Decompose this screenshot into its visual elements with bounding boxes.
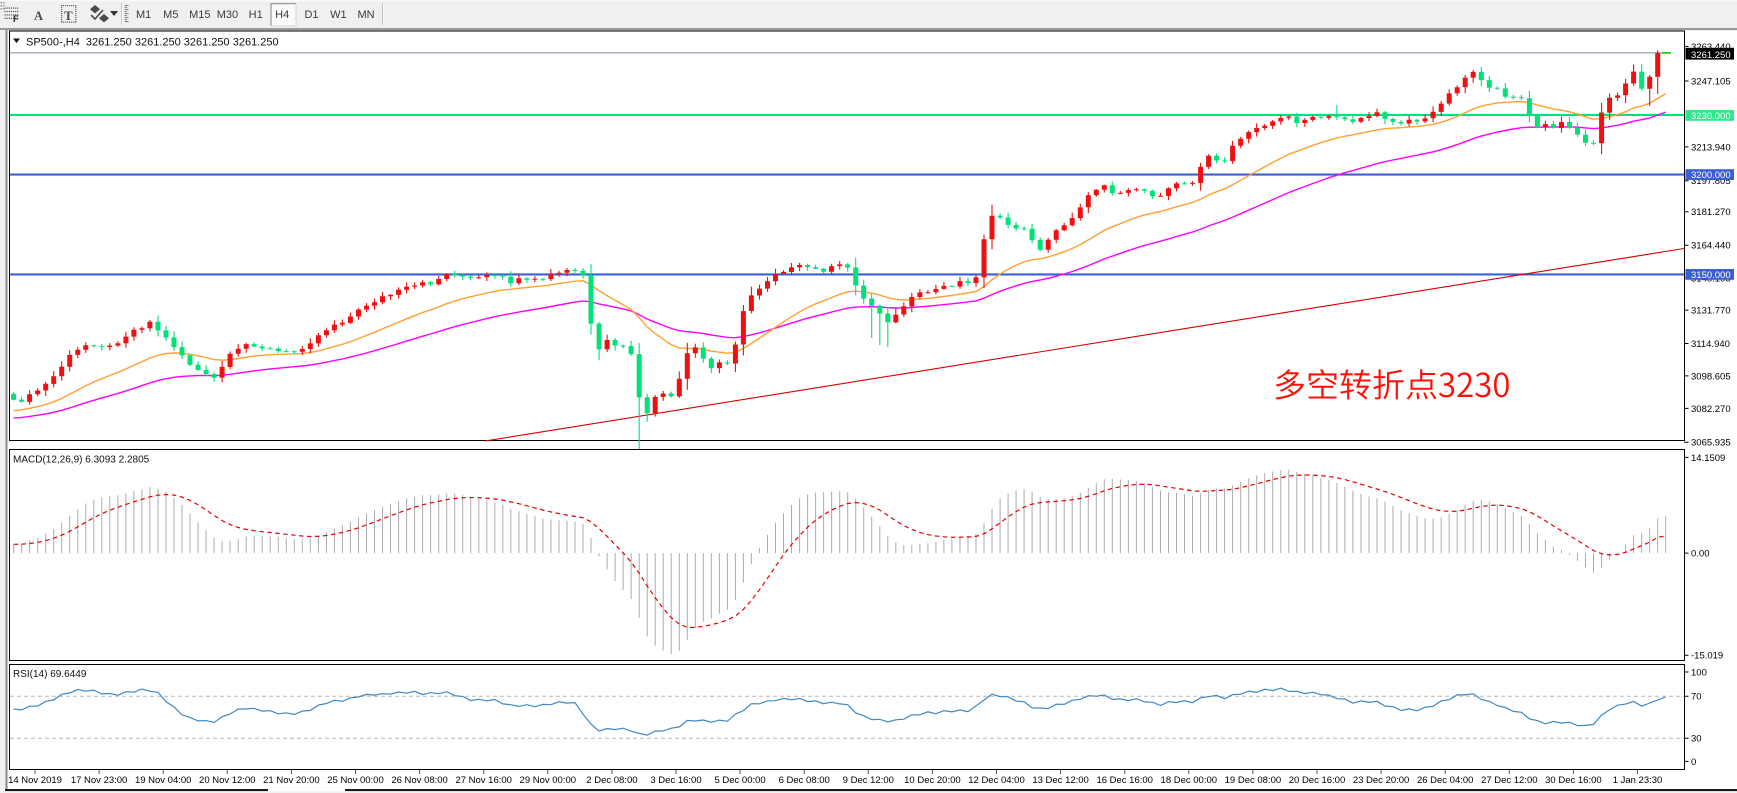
svg-text:3197.805: 3197.805 (1691, 176, 1731, 187)
svg-text:10 Dec 20:00: 10 Dec 20:00 (904, 775, 961, 786)
svg-text:14 Nov 2019: 14 Nov 2019 (8, 775, 62, 786)
svg-text:26 Nov 08:00: 26 Nov 08:00 (391, 775, 448, 786)
svg-text:23 Dec 20:00: 23 Dec 20:00 (1353, 775, 1410, 786)
svg-text:M1: M1 (136, 9, 151, 21)
svg-text:M30: M30 (217, 9, 238, 21)
svg-text:30 Dec 16:00: 30 Dec 16:00 (1545, 775, 1602, 786)
svg-text:17 Nov 23:00: 17 Nov 23:00 (71, 775, 128, 786)
svg-text:30: 30 (1691, 734, 1702, 745)
svg-text:-15.019: -15.019 (1691, 651, 1723, 662)
svg-text:A: A (34, 9, 43, 23)
svg-text:25 Nov 00:00: 25 Nov 00:00 (327, 775, 384, 786)
svg-text:27 Nov 16:00: 27 Nov 16:00 (455, 775, 512, 786)
svg-text:3247.105: 3247.105 (1691, 76, 1731, 87)
svg-text:3263.440: 3263.440 (1691, 42, 1731, 53)
svg-text:W1: W1 (330, 9, 347, 21)
svg-text:3230.000: 3230.000 (1691, 111, 1731, 122)
svg-text:MN: MN (357, 9, 374, 21)
svg-text:1 Jan 23:30: 1 Jan 23:30 (1613, 775, 1663, 786)
svg-text:3164.440: 3164.440 (1691, 241, 1731, 252)
svg-text:3150.000: 3150.000 (1691, 270, 1731, 281)
svg-text:5 Dec 00:00: 5 Dec 00:00 (714, 775, 765, 786)
svg-text:2 Dec 08:00: 2 Dec 08:00 (586, 775, 637, 786)
svg-text:T: T (64, 8, 73, 23)
svg-text:26 Dec 04:00: 26 Dec 04:00 (1417, 775, 1474, 786)
svg-text:20 Dec 16:00: 20 Dec 16:00 (1289, 775, 1346, 786)
svg-text:12 Dec 04:00: 12 Dec 04:00 (968, 775, 1025, 786)
svg-text:H1: H1 (249, 9, 263, 21)
svg-text:20 Nov 12:00: 20 Nov 12:00 (199, 775, 256, 786)
svg-text:27 Dec 12:00: 27 Dec 12:00 (1481, 775, 1538, 786)
svg-text:MACD(12,26,9) 6.3093 2.2805: MACD(12,26,9) 6.3093 2.2805 (13, 455, 150, 466)
svg-text:3082.270: 3082.270 (1691, 404, 1731, 415)
svg-text:29 Nov 00:00: 29 Nov 00:00 (520, 775, 577, 786)
svg-text:3181.270: 3181.270 (1691, 207, 1731, 218)
svg-text:3131.770: 3131.770 (1691, 306, 1731, 317)
svg-text:0: 0 (1691, 757, 1696, 768)
svg-text:16 Dec 16:00: 16 Dec 16:00 (1096, 775, 1153, 786)
svg-text:D1: D1 (304, 9, 318, 21)
svg-text:19 Nov 04:00: 19 Nov 04:00 (135, 775, 192, 786)
svg-text:0.00: 0.00 (1691, 549, 1710, 560)
svg-text:H4: H4 (275, 9, 289, 21)
svg-text:70: 70 (1691, 692, 1702, 703)
svg-text:100: 100 (1691, 667, 1707, 678)
svg-text:9 Dec 12:00: 9 Dec 12:00 (843, 775, 894, 786)
svg-text:3114.940: 3114.940 (1691, 339, 1730, 350)
svg-text:3213.940: 3213.940 (1691, 142, 1731, 153)
svg-text:6 Dec 08:00: 6 Dec 08:00 (779, 775, 830, 786)
svg-text:M15: M15 (189, 9, 210, 21)
svg-text:13 Dec 12:00: 13 Dec 12:00 (1032, 775, 1089, 786)
svg-text:3065.935: 3065.935 (1691, 438, 1731, 449)
svg-text:SP500-,H4 3261.250 3261.250 3: SP500-,H4 3261.250 3261.250 3261.250 326… (26, 37, 279, 49)
svg-text:M5: M5 (163, 9, 178, 21)
svg-text:21 Nov 20:00: 21 Nov 20:00 (263, 775, 320, 786)
svg-text:18 Dec 00:00: 18 Dec 00:00 (1161, 775, 1218, 786)
svg-text:3261.250: 3261.250 (1691, 50, 1731, 61)
svg-text:14.1509: 14.1509 (1691, 453, 1725, 464)
svg-text:F: F (13, 14, 19, 24)
svg-text:3 Dec 16:00: 3 Dec 16:00 (650, 775, 701, 786)
svg-text:RSI(14) 69.6449: RSI(14) 69.6449 (13, 669, 87, 680)
svg-text:19 Dec 08:00: 19 Dec 08:00 (1225, 775, 1282, 786)
svg-text:3200.000: 3200.000 (1691, 170, 1731, 181)
svg-text:3098.605: 3098.605 (1691, 371, 1731, 382)
